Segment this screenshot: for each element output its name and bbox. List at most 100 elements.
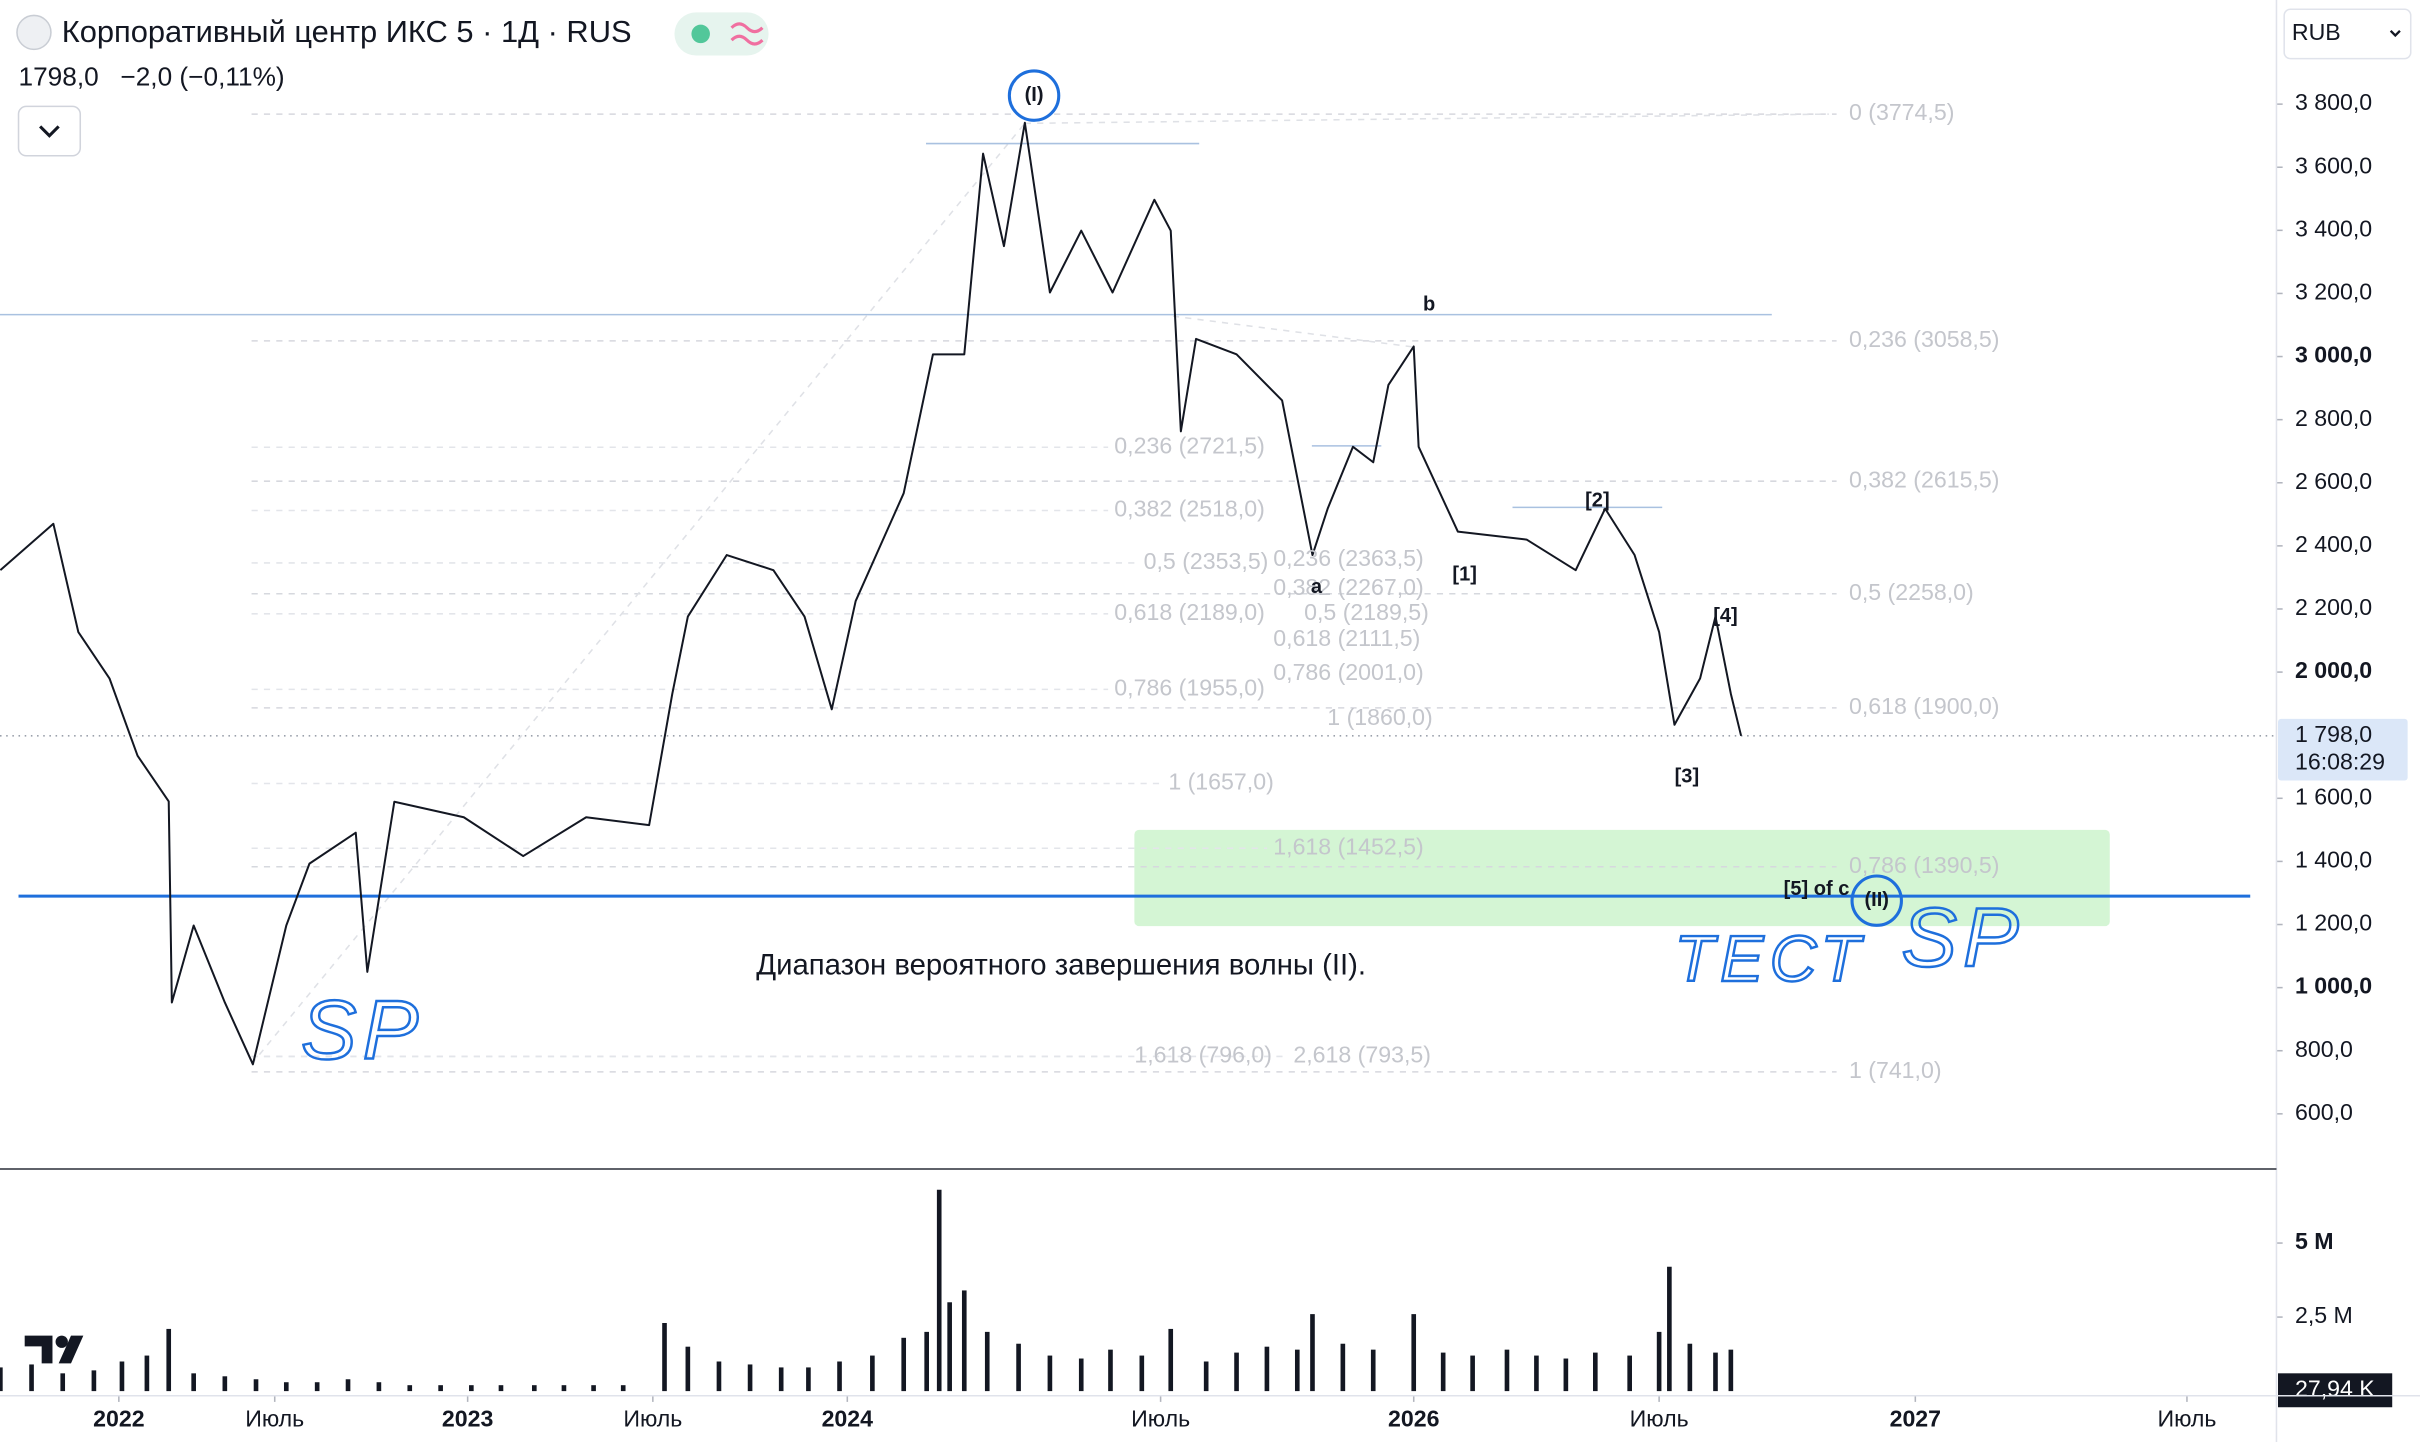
volume-bar [924, 1331, 929, 1392]
volume-bar [1078, 1358, 1084, 1392]
volume-bar [806, 1367, 811, 1392]
volume-bar [1627, 1355, 1632, 1392]
volume-tick-label: 2,5 M [2295, 1302, 2353, 1328]
fib-label: 0,236 (2721,5) [1114, 432, 1264, 458]
fib-label: 0,382 (2267,0) [1273, 574, 1423, 600]
collapse-button[interactable] [17, 105, 82, 157]
logo-dot [55, 1335, 68, 1348]
volume-bar [407, 1385, 413, 1392]
volume-bar [1340, 1343, 1346, 1392]
wave-label: [4] [1713, 605, 1738, 627]
x-tick-label: 2026 [1388, 1406, 1440, 1432]
logo [24, 1335, 84, 1364]
volume-bar [314, 1382, 320, 1392]
y-tick-label: 3 400,0 [2295, 215, 2372, 241]
currency-label: RUB [2292, 19, 2341, 45]
x-tick-label: 2022 [93, 1406, 144, 1432]
volume-bar [1016, 1343, 1021, 1392]
fib-label: 0,618 (2111,5) [1273, 625, 1420, 651]
volume-bar [222, 1376, 228, 1392]
volume-bar [1440, 1352, 1446, 1392]
text-layer: 600,0 800,0 1 000,0 1 200,0 1 400,0 1 600,0 2 … [93, 69, 2408, 1432]
volume-bar [0, 1367, 3, 1392]
y-tick-label: 2 200,0 [2295, 594, 2372, 620]
y-tick-label: 1 400,0 [2295, 847, 2372, 873]
volume-bar [1728, 1349, 1734, 1392]
volume-last-label: 27,94 K [2295, 1375, 2375, 1401]
fib-label: 0,618 (2189,0) [1114, 599, 1264, 625]
volume-bar [345, 1379, 351, 1392]
volume-bar [498, 1385, 504, 1392]
volume-bar [1713, 1352, 1718, 1392]
currency-select[interactable] [2283, 8, 2412, 60]
y-tick-label: 3 600,0 [2295, 152, 2372, 178]
handwritten-note: SP [1901, 891, 2025, 984]
volume-bar [870, 1355, 875, 1392]
volume-bar [1370, 1349, 1376, 1392]
wave-label: [5] of c [1784, 878, 1850, 900]
volume-bar [119, 1361, 125, 1392]
volume-bar [837, 1361, 842, 1392]
fib-label: 0,786 (1390,5) [1849, 852, 1999, 878]
volume-bar [961, 1290, 967, 1392]
volume-bar [283, 1382, 289, 1392]
volume-bar [1264, 1346, 1270, 1392]
volume-bar [1504, 1349, 1510, 1392]
wave-label: [2] [1585, 490, 1610, 512]
volume-bar [469, 1385, 474, 1392]
x-tick-label: Июль [1131, 1406, 1190, 1432]
fib-label: 2,618 (793,5) [1293, 1042, 1431, 1068]
wave-label: b [1423, 294, 1435, 316]
price-line [0, 121, 1743, 1066]
volume-bar [1139, 1355, 1145, 1392]
y-tick-label: 3 800,0 [2295, 89, 2372, 115]
volume-bar [1234, 1352, 1239, 1392]
volume-bar [685, 1346, 691, 1392]
y-tick-label: 2 000,0 [2295, 657, 2372, 683]
volume-bar [620, 1385, 626, 1392]
fib-label: 0,5 (2258,0) [1849, 579, 1974, 605]
x-tick-label: 2027 [1890, 1406, 1941, 1432]
fib-label: 1 (741,0) [1849, 1057, 1942, 1083]
target-zone [1134, 829, 2110, 927]
y-tick-label: 600,0 [2295, 1099, 2353, 1125]
volume-bar [1168, 1328, 1174, 1392]
volume-bar [1593, 1352, 1598, 1392]
zone-layer [1134, 829, 2110, 927]
volume-bar [1047, 1355, 1053, 1392]
volume-bar [947, 1302, 952, 1392]
fib-label: 0,382 (2615,5) [1849, 466, 1999, 492]
status-dot [691, 24, 710, 44]
volume-bar [191, 1373, 196, 1392]
volume-bar [778, 1367, 784, 1392]
last-price-box [2278, 718, 2408, 781]
volume-bar [901, 1337, 907, 1392]
chart-title: Корпоративный центр ИКС 5 · 1Д · RUS [62, 14, 632, 49]
fib-label: 1 (1860,0) [1327, 704, 1432, 730]
trend-guide [250, 122, 1026, 1065]
x-tick-label: 2024 [822, 1406, 874, 1432]
handwritten-note: ТЕСТ [1675, 922, 1867, 995]
volume-bar [591, 1385, 596, 1392]
y-tick-label: 3 200,0 [2295, 279, 2372, 305]
y-tick-label: 1 000,0 [2295, 973, 2372, 999]
fib-label: 0,5 (2353,5) [1144, 548, 1269, 574]
volume-bar [376, 1382, 382, 1392]
x-tick-label: Июль [2157, 1406, 2216, 1432]
x-tick-label: Июль [245, 1406, 304, 1432]
volume-bar [747, 1364, 753, 1392]
fib-label: 0,5 (2189,5) [1304, 599, 1429, 625]
y-tick-label: 2 400,0 [2295, 531, 2372, 557]
data-layer [0, 121, 1743, 1392]
volume-bar [1667, 1266, 1672, 1392]
y-tick-label: 3 000,0 [2295, 342, 2372, 368]
wave-circle [1007, 69, 1061, 122]
wave-label: [3] [1675, 766, 1700, 788]
volume-bar [1534, 1355, 1539, 1392]
volume-bar [1687, 1343, 1693, 1392]
volume-bar [29, 1364, 34, 1392]
volume-bar [561, 1385, 567, 1392]
trend-guide [1024, 113, 1829, 125]
fib-label: 1 (1657,0) [1168, 769, 1273, 795]
